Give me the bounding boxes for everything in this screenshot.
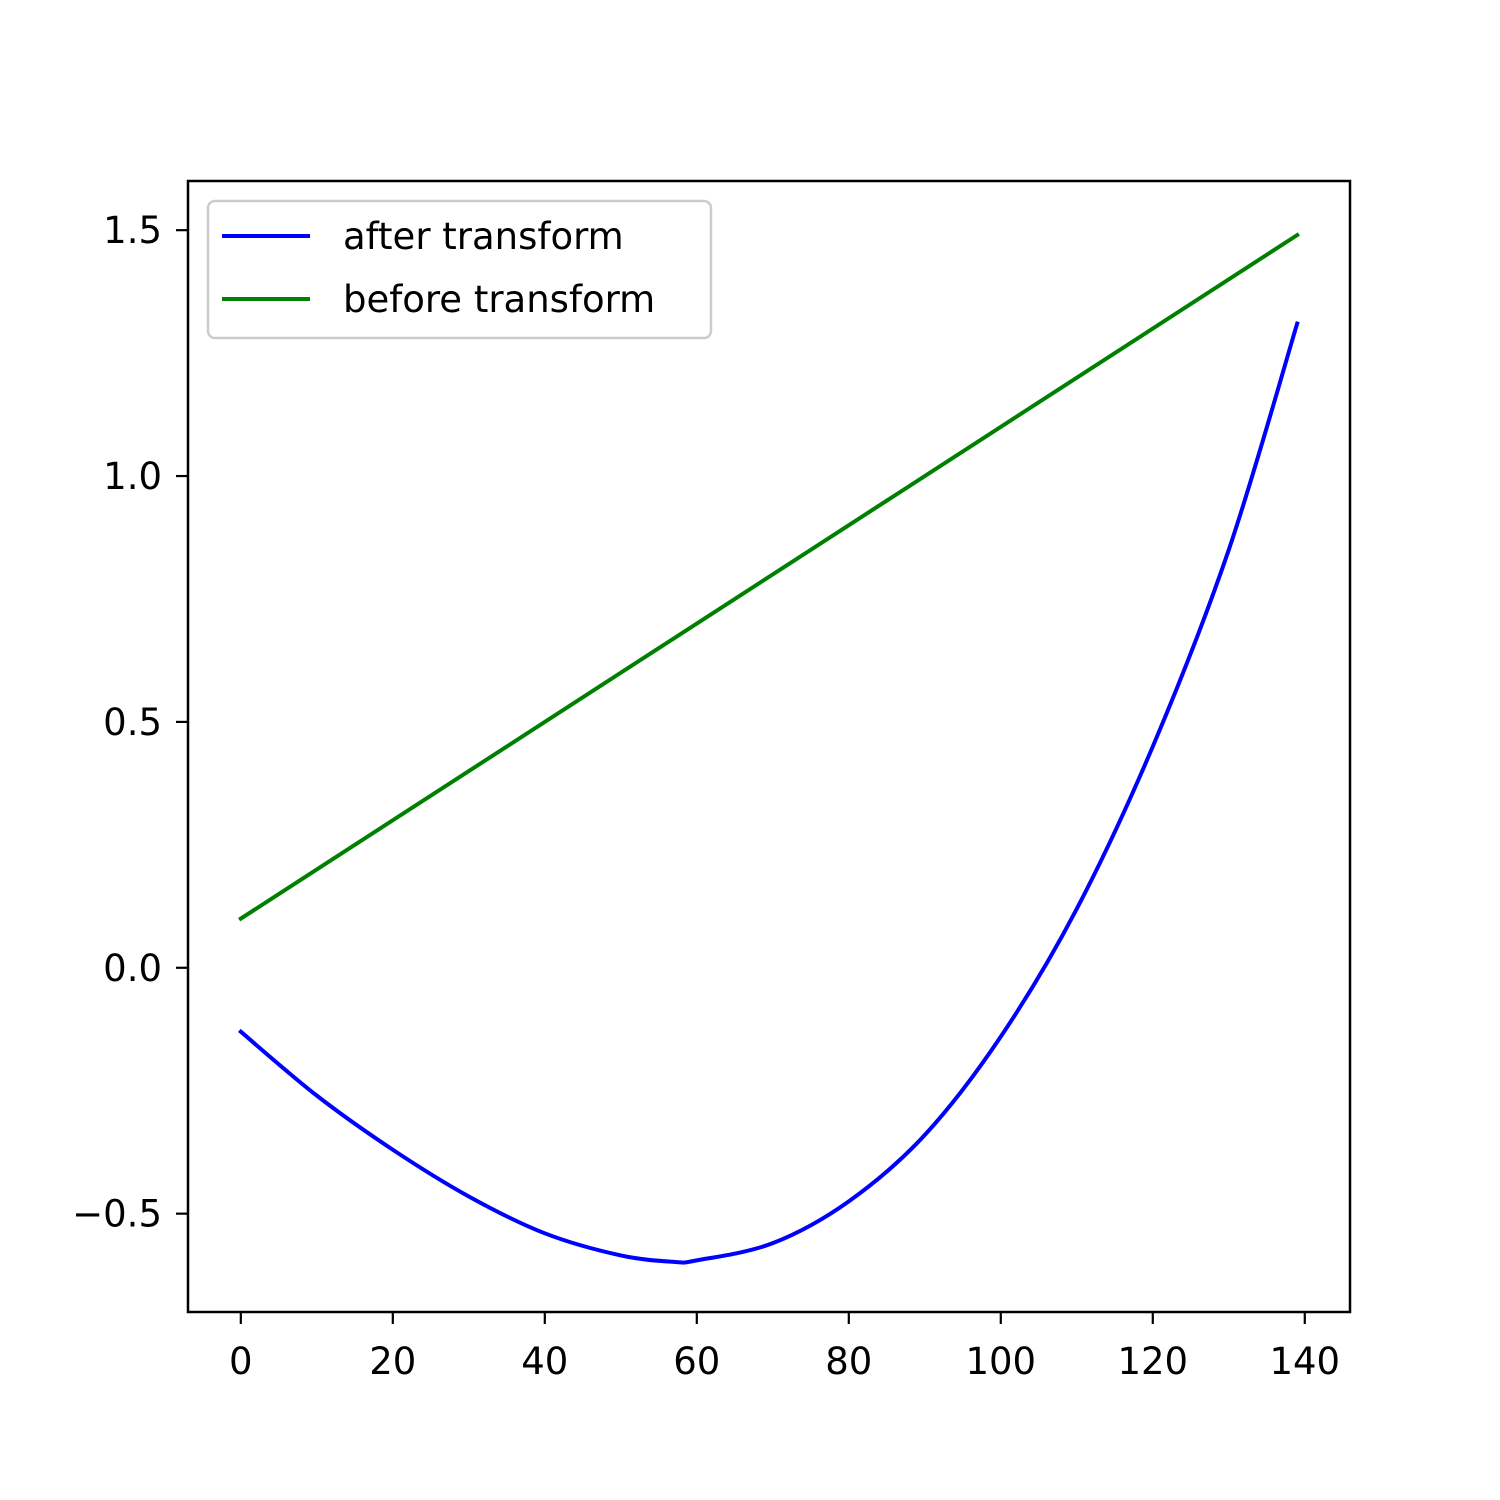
y-axis: −0.5 0.0 0.5 1.0 1.5 [72, 209, 188, 1236]
y-tick-label: 1.0 [103, 455, 162, 498]
legend-label-0: after transform [343, 215, 624, 258]
x-tick-label: 140 [1269, 1340, 1340, 1383]
x-tick-label: 60 [673, 1340, 720, 1383]
x-tick-label: 80 [825, 1340, 872, 1383]
y-tick-label: 0.0 [103, 947, 162, 990]
x-tick-label: 0 [229, 1340, 253, 1383]
y-tick-label: 1.5 [103, 209, 162, 252]
x-tick-label: 100 [965, 1340, 1036, 1383]
legend-label-1: before transform [343, 278, 655, 321]
plot-frame [186, 179, 1352, 1314]
series-layer [238, 232, 1300, 1265]
x-tick-label: 120 [1117, 1340, 1188, 1383]
legend: after transform before transform [206, 199, 713, 340]
legend-box [206, 199, 713, 340]
x-axis: 0 20 40 60 80 100 120 140 [229, 1312, 1340, 1383]
x-tick-label: 40 [521, 1340, 568, 1383]
y-tick-label: 0.5 [103, 701, 162, 744]
series-line-1 [238, 232, 1300, 922]
series-line-0 [238, 321, 1300, 1265]
x-tick-label: 20 [369, 1340, 416, 1383]
y-tick-label: −0.5 [72, 1193, 162, 1236]
